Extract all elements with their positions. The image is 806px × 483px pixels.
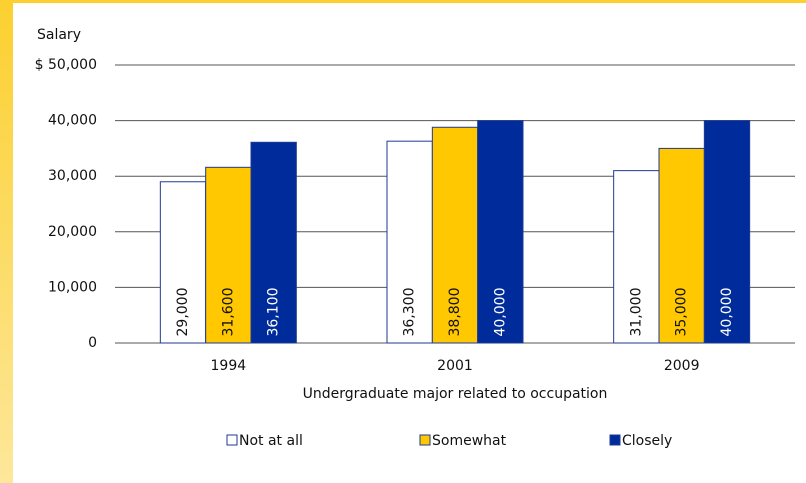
bar (658, 147, 705, 344)
x-axis-label: Undergraduate major related to occupatio… (303, 386, 608, 402)
legend-swatch (419, 434, 431, 446)
bar (250, 141, 297, 344)
bar (205, 166, 252, 344)
y-tick-label: 30,000 (48, 168, 97, 184)
y-tick-label: $ 50,000 (35, 57, 97, 73)
y-axis-label: Salary (37, 27, 81, 43)
y-tick-label: 20,000 (48, 224, 97, 240)
data-label: 40,000 (719, 288, 735, 337)
bar (386, 140, 433, 344)
data-label: 40,000 (492, 288, 508, 337)
data-label: 31,000 (628, 288, 644, 337)
data-label: 31,600 (220, 288, 236, 337)
data-label: 38,800 (447, 288, 463, 337)
data-label: 35,000 (674, 288, 690, 337)
x-tick-label: 2009 (664, 358, 700, 374)
bar (613, 170, 660, 344)
data-label: 36,100 (266, 288, 282, 337)
data-label: 36,300 (402, 288, 418, 337)
x-tick-label: 1994 (211, 358, 247, 374)
x-tick-label: 2001 (437, 358, 473, 374)
bar (703, 120, 751, 344)
legend-swatch (609, 434, 621, 446)
legend-label: Not at all (239, 433, 303, 449)
legend-label: Closely (622, 433, 672, 449)
frame-top (0, 0, 806, 3)
data-label: 29,000 (175, 288, 191, 337)
y-tick-label: 40,000 (48, 113, 97, 129)
legend-label: Somewhat (432, 433, 507, 449)
legend-swatch (226, 434, 238, 446)
y-tick-label: 10,000 (48, 279, 97, 295)
y-tick-label: 0 (88, 335, 97, 351)
bar (431, 126, 479, 344)
frame-left (0, 0, 13, 483)
bar (477, 120, 524, 344)
